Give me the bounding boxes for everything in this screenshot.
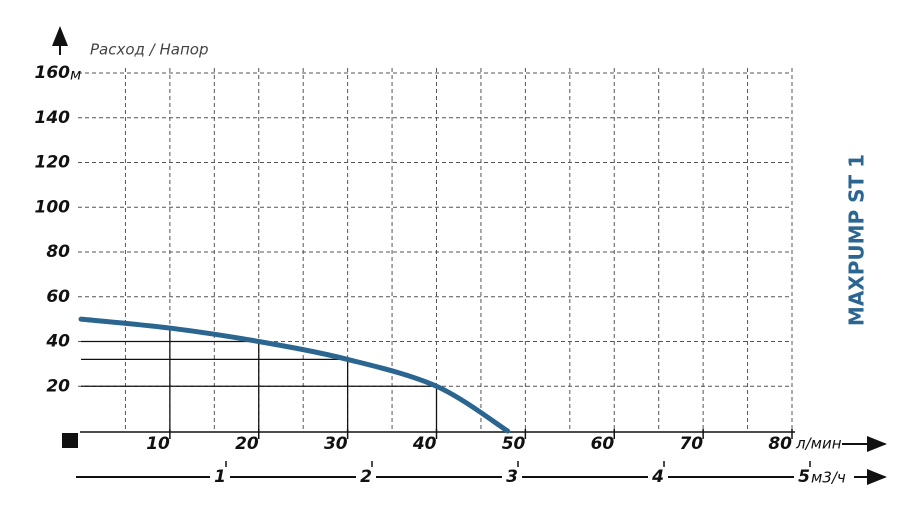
x-tick-label: 10 bbox=[146, 434, 170, 454]
x-tick-label: 60 bbox=[591, 434, 615, 454]
y-tick-label: 60 bbox=[46, 287, 70, 307]
chart-title: MAXPUMP ST 1 bbox=[845, 154, 869, 326]
origin-marker bbox=[62, 433, 78, 448]
x2-label-bg bbox=[356, 467, 376, 487]
y-unit: м bbox=[70, 66, 81, 84]
x-tick-label: 70 bbox=[679, 434, 703, 454]
x2-tick-label: 2 bbox=[360, 467, 372, 487]
y-tick-label: 80 bbox=[46, 242, 70, 262]
y-tick-label: 120 bbox=[35, 153, 71, 173]
x-tick-label: 80 bbox=[768, 434, 792, 454]
chart-subtitle: Расход / Напор bbox=[90, 41, 208, 59]
x2-tick-label: 1 bbox=[214, 467, 226, 487]
y-tick-label: 100 bbox=[35, 197, 71, 217]
x-tick-label: 40 bbox=[412, 434, 437, 454]
y-tick-label: 20 bbox=[46, 376, 70, 396]
x2-unit: м3/ч bbox=[811, 469, 846, 487]
curve bbox=[78, 316, 511, 434]
x2-unit-bg bbox=[810, 467, 854, 487]
x-unit: л/мин bbox=[795, 435, 842, 453]
x-tick-label: 30 bbox=[324, 434, 348, 454]
x-tick-label: 20 bbox=[235, 434, 259, 454]
x2-label-bg bbox=[794, 467, 814, 487]
y-tick-label: 40 bbox=[45, 332, 70, 352]
x2-tick-label: 3 bbox=[506, 467, 518, 487]
x-tick-label: 50 bbox=[502, 434, 526, 454]
y-tick-label: 160 bbox=[35, 63, 71, 83]
x2-tick-label: 4 bbox=[651, 467, 664, 487]
x2-label-bg bbox=[502, 467, 522, 487]
x2-tick-label: 5 bbox=[798, 467, 810, 487]
x2-label-bg bbox=[648, 467, 668, 487]
x2-label-bg bbox=[210, 467, 230, 487]
y-tick-label: 140 bbox=[35, 108, 71, 128]
